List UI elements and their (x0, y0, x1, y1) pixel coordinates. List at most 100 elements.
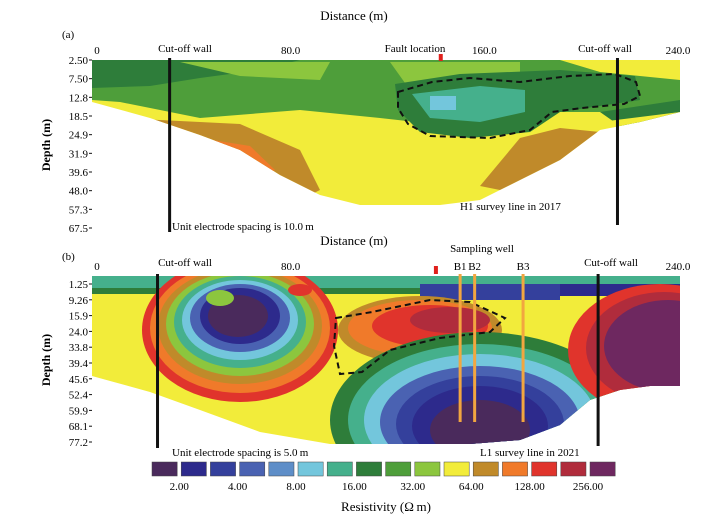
colorbar-swatches (151, 461, 616, 477)
panel-b-lower-purple-core (430, 400, 530, 444)
colorbar-title: Resistivity (Ω m) (341, 499, 431, 514)
panel-a-y-tick-label: 31.9 (69, 148, 89, 160)
panel-b-y-tick-label: 24.0 (69, 326, 89, 338)
panel-a-brown-right (480, 128, 600, 190)
colorbar-swatch (180, 461, 207, 477)
panel-a-y-tick-label: 12.8 (69, 92, 89, 104)
colorbar-tick-label: 16.00 (342, 481, 367, 493)
panel-a-survey-note: H1 survey line in 2017 (460, 201, 561, 213)
colorbar-tick-label: 4.00 (228, 481, 248, 493)
colorbar-swatch (210, 461, 236, 477)
panel-b-x-tick-label: 240.0 (666, 261, 691, 273)
colorbar-swatch (268, 461, 295, 477)
well-b2-label: B2 (468, 261, 481, 273)
colorbar-swatch (443, 461, 470, 477)
panel-b-survey-note: L1 survey line in 2021 (480, 447, 580, 459)
colorbar-tick-label: 128.00 (514, 481, 545, 493)
colorbar: 2.00 4.00 8.00 16.00 32.00 64.00 128.00 256.00 … (151, 461, 616, 514)
panel-a-y-tick-label: 18.5 (69, 111, 89, 123)
panel-b-small-red-spot (288, 284, 312, 296)
colorbar-swatch (472, 461, 499, 477)
panel-b-y-tick-label: 59.9 (69, 405, 89, 417)
colorbar-swatch (239, 461, 266, 477)
panel-a: Distance (m) (a) 0 80.0 160.0 240.0 Cut-off… (39, 8, 691, 235)
panel-b-section (92, 276, 680, 444)
panel-b-right-plum-core (604, 300, 680, 392)
panel-a-anomaly-outline (397, 72, 642, 140)
panel-b-dark-green-band (92, 288, 680, 294)
panel-b-small-lime-spot (206, 290, 234, 306)
panel-a-y-tick-label: 7.50 (69, 74, 89, 86)
panel-b-bottom-left-red (92, 380, 150, 444)
well-b3-label: B3 (517, 261, 530, 273)
panel-b-y-tick-label: 52.4 (69, 390, 89, 402)
panel-b-y-tick-label: 9.26 (69, 295, 89, 307)
panel-a-yellow-top-right (560, 60, 680, 80)
colorbar-swatch (414, 461, 441, 477)
panel-b-y-tick-label: 45.6 (69, 374, 89, 386)
panel-a-x-tick-label: 160.0 (472, 45, 497, 57)
panel-b-wall-right-label: Cut-off wall (584, 257, 638, 269)
panel-b: Distance (m) (b) Sampling well 0 80.0 240.… (39, 233, 691, 459)
panel-a-y-tick-label: 24.9 (69, 130, 89, 142)
colorbar-swatch (589, 461, 616, 477)
colorbar-swatch (356, 461, 382, 477)
panel-a-y-tick-label: 39.6 (69, 167, 89, 179)
panel-b-y-ticks: 1.25 9.26 15.9 24.0 33.8 39.4 45.6 52.4 59.9 68.1… (69, 279, 92, 449)
panel-b-x-tick-label: 80.0 (281, 261, 301, 273)
panel-b-x-tick-label: 0 (94, 261, 100, 273)
panel-b-y-tick-label: 33.8 (69, 342, 89, 354)
panel-b-y-tick-label: 68.1 (69, 421, 88, 433)
colorbar-swatch (297, 461, 324, 477)
panel-b-y-tick-label: 77.2 (69, 437, 88, 449)
well-b1-label: B1 (454, 261, 467, 273)
colorbar-tick-label: 2.00 (170, 481, 190, 493)
panel-a-x-tick-label: 0 (94, 45, 100, 57)
colorbar-labels: 2.00 4.00 8.00 16.00 32.00 64.00 128.00 256.00 (170, 481, 604, 493)
panel-a-spacing-note: Unit electrode spacing is 10.0 m (172, 221, 314, 233)
panel-a-wall-right-label: Cut-off wall (578, 43, 632, 55)
panel-b-blue-near-surface (420, 284, 560, 300)
colorbar-swatch (531, 461, 558, 477)
panel-a-y-tick-label: 48.0 (69, 186, 89, 198)
panel-a-x-tick-label: 240.0 (666, 45, 691, 57)
panel-a-ylabel: Depth (m) (39, 119, 53, 171)
panel-a-y-tick-label: 2.50 (69, 55, 89, 67)
panel-b-well-labels: B1 B2 B3 (454, 261, 530, 273)
panel-b-spacing-note: Unit electrode spacing is 5.0 m (172, 447, 309, 459)
panel-a-title: Distance (m) (320, 8, 388, 23)
panel-a-y-tick-label: 57.3 (69, 204, 89, 216)
panel-a-fault-label: Fault location (385, 43, 446, 55)
panel-a-x-tick-label: 80.0 (281, 45, 301, 57)
panel-b-fault-marker (433, 266, 438, 274)
panel-b-wall-left-label: Cut-off wall (158, 257, 212, 269)
panel-a-teal-zone (412, 86, 525, 122)
panel-b-y-tick-label: 15.9 (69, 311, 89, 323)
colorbar-swatch (560, 461, 587, 477)
colorbar-swatch (502, 461, 528, 477)
colorbar-tick-label: 8.00 (286, 481, 306, 493)
panel-b-ylabel: Depth (m) (39, 334, 53, 386)
colorbar-tick-label: 32.00 (400, 481, 425, 493)
panel-a-fault-marker (438, 54, 443, 61)
panel-a-y-tick-label: 67.5 (69, 223, 89, 235)
panel-b-wells (458, 274, 525, 422)
panel-b-title: Distance (m) (320, 233, 388, 248)
panel-b-label: (b) (62, 251, 75, 263)
panel-b-mid-crimson-core (410, 307, 490, 333)
colorbar-swatch (326, 461, 353, 477)
panel-a-section (92, 60, 680, 205)
colorbar-swatch (385, 461, 412, 477)
colorbar-swatch (151, 461, 178, 477)
panel-a-y-ticks: 2.50 7.50 12.8 18.5 24.9 31.9 39.6 48.0 57.3 67.5 (69, 55, 92, 235)
panel-b-y-tick-label: 1.25 (69, 279, 89, 291)
panel-b-anomaly-outline (332, 298, 507, 376)
panel-b-sampling-well-label: Sampling well (450, 243, 514, 255)
panel-a-light-green-top (180, 62, 330, 80)
panel-a-wall-left-label: Cut-off wall (158, 43, 212, 55)
colorbar-tick-label: 256.00 (573, 481, 604, 493)
panel-b-x-ticks: 0 80.0 240.0 (94, 261, 691, 273)
panel-a-cyan-zone (430, 96, 456, 110)
panel-b-y-tick-label: 39.4 (69, 358, 89, 370)
